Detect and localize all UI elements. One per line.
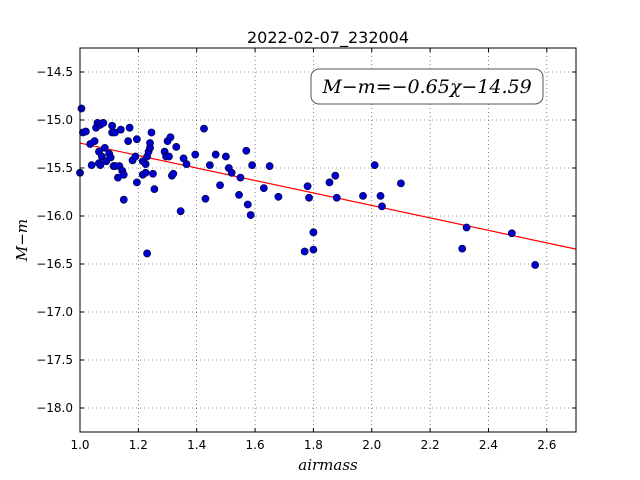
data-point [131,152,140,161]
data-point [259,184,268,193]
data-point [236,173,245,182]
data-point [235,190,243,199]
data-point [303,182,312,191]
data-point [507,229,516,238]
x-tick-label: 2.0 [362,438,381,452]
data-point [216,181,224,190]
data-point [191,150,200,159]
y-axis-label: M−m [13,219,31,262]
x-tick-label: 1.0 [70,438,89,452]
data-point [106,153,115,162]
data-point [81,127,90,136]
data-point [378,202,386,211]
data-point [166,133,175,142]
data-point [370,161,379,170]
data-point [97,152,106,161]
gridlines [79,48,576,432]
data-point [265,162,274,170]
axis-ticks: 1.0 1.2 1.4 1.6 1.8 2.0 2.2 2.4 2.6 −14.5 −15.0 −15… [36,48,576,452]
data-point [176,207,185,216]
fit-line [79,142,577,250]
data-point [141,160,150,169]
data-point [182,160,191,169]
fit-line-group [79,142,577,250]
data-point [331,171,340,180]
y-tick-label: −15.5 [36,161,73,175]
data-point [458,244,467,253]
data-point [141,168,150,177]
data-point [149,169,157,178]
data-point [119,195,128,204]
x-tick-label: 1.6 [246,438,265,452]
data-point [205,161,214,170]
data-point [143,249,152,258]
data-point [332,193,341,202]
data-point [397,179,405,188]
data-point [462,223,471,232]
fit-equation-text: M−m=−0.65χ−14.59 [321,76,531,98]
plot-area-background [80,48,576,432]
data-point [146,139,154,147]
data-point [201,194,210,203]
data-point [132,135,141,144]
data-point [147,128,156,137]
data-point [119,170,128,179]
data-point [132,178,141,187]
data-point [376,191,385,200]
data-point [150,185,159,194]
data-point [90,137,99,146]
data-point [274,192,283,201]
data-point [124,137,133,146]
data-point [221,152,230,161]
x-tick-label: 1.4 [187,438,206,452]
data-point [300,247,309,256]
x-tick-label: 1.2 [129,438,148,452]
y-tick-label: −14.5 [36,65,73,79]
fit-equation-box: M−m=−0.65χ−14.59 [310,68,544,105]
plot-frame [79,47,577,433]
data-point [99,118,108,127]
data-point [325,178,334,187]
y-tick-label: −15.0 [36,113,73,127]
data-point [248,161,257,170]
data-point [96,161,105,170]
data-point [309,245,318,254]
y-tick-label: −16.5 [36,257,73,271]
data-point [243,200,252,209]
data-point [77,104,86,113]
data-point [309,228,318,237]
x-tick-label: 2.4 [479,438,498,452]
data-point [172,142,181,151]
data-point [169,169,178,178]
y-tick-label: −18.0 [36,401,73,415]
x-tick-label: 1.8 [304,438,323,452]
data-point [200,124,208,133]
data-points [76,104,540,269]
data-point [108,121,116,130]
data-point [211,150,220,159]
data-point [531,261,540,269]
data-point [242,146,251,155]
data-point [116,125,125,134]
chart-title: 2022-02-07_232004 [247,28,409,48]
data-point [227,168,236,177]
data-point [100,143,109,152]
x-axis-label: airmass [298,456,358,474]
data-point [165,152,173,161]
y-tick-label: −16.0 [36,209,73,223]
data-point [87,161,96,170]
fit-equation-frame [310,68,544,105]
x-tick-label: 2.2 [421,438,440,452]
y-tick-label: −17.5 [36,353,73,367]
data-point [246,211,255,219]
data-point [125,123,134,132]
x-tick-label: 2.6 [537,438,556,452]
data-point [305,193,313,202]
y-tick-label: −17.0 [36,305,73,319]
data-point [359,191,367,200]
